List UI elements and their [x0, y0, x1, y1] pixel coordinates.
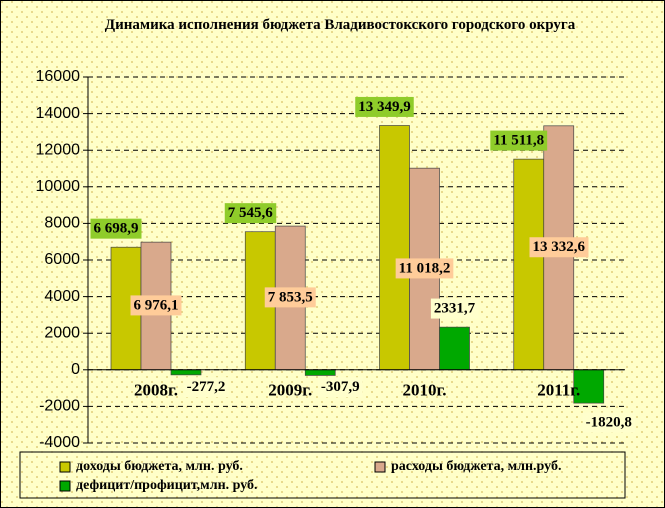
- value-label-bg: [264, 287, 316, 308]
- value-label: 6 976,1: [134, 297, 179, 313]
- value-label: 11 511,8: [493, 133, 544, 149]
- legend-box: [19, 451, 626, 499]
- value-label-bg: [90, 218, 142, 239]
- value-label-bg: [582, 412, 635, 433]
- value-label: 11 018,2: [399, 260, 451, 276]
- legend-swatch: [374, 461, 386, 473]
- legend-label: доходы бюджета, млн. руб.: [76, 459, 243, 474]
- value-label-bg: [183, 377, 229, 398]
- value-label-bg: [130, 295, 182, 316]
- value-label: 7 853,5: [268, 289, 313, 305]
- y-tick-label: 14000: [36, 105, 81, 122]
- y-tick-label: 8000: [44, 215, 80, 232]
- y-tick-label: 0: [71, 361, 80, 378]
- value-label-bg: [490, 130, 548, 151]
- x-tick-label: 2010г.: [402, 381, 446, 400]
- y-tick-label: -4000: [39, 434, 80, 451]
- y-tick-label: 10000: [36, 178, 81, 195]
- value-label: -277,2: [187, 379, 226, 395]
- x-tick-label: 2011г.: [537, 381, 580, 400]
- bar: [513, 158, 545, 371]
- legend-label: расходы бюджета, млн.руб.: [391, 459, 561, 474]
- y-tick-label: 16000: [36, 68, 81, 85]
- bar: [439, 326, 470, 371]
- bar: [379, 125, 410, 371]
- y-tick-label: 4000: [44, 288, 80, 305]
- value-label: 13 349,9: [358, 99, 411, 115]
- y-tick-label: 2000: [44, 324, 80, 341]
- chart-title: Динамика исполнения бюджета Владивостокс…: [104, 17, 576, 33]
- value-label: 6 698,9: [94, 221, 139, 237]
- legend-swatch: [59, 480, 71, 492]
- y-tick-label: 12000: [36, 141, 81, 158]
- y-tick-label: -2000: [39, 398, 80, 415]
- x-tick-label: 2008г.: [134, 381, 178, 400]
- bar: [304, 369, 336, 376]
- y-tick-label: 6000: [44, 251, 80, 268]
- bar: [170, 369, 202, 376]
- legend-swatch: [59, 461, 71, 473]
- value-label-bg: [355, 96, 414, 117]
- x-tick-label: 2009г.: [268, 381, 312, 400]
- value-label: -307,9: [321, 379, 360, 395]
- value-label: 7 545,6: [228, 205, 274, 221]
- value-label-bg: [224, 203, 277, 224]
- value-label-bg: [317, 377, 363, 398]
- value-label: -1820,8: [586, 415, 632, 431]
- legend-label: дефицит/профицит,млн. руб.: [76, 478, 258, 493]
- value-label: 13 332,6: [533, 239, 586, 255]
- value-label-bg: [430, 298, 479, 319]
- value-label-bg: [529, 237, 589, 258]
- value-label-bg: [395, 258, 454, 279]
- value-label: 2331,7: [434, 301, 476, 317]
